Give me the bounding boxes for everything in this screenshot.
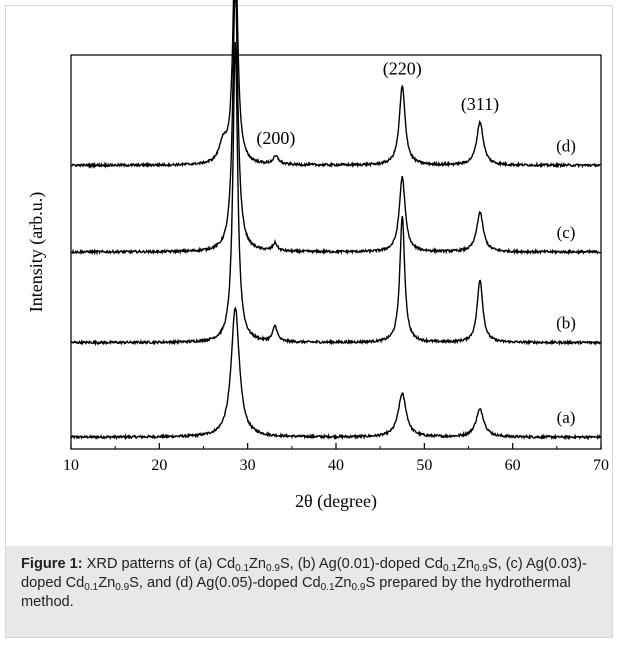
y-axis-label: Intensity (arb.u.) xyxy=(26,192,47,312)
series-label: (c) xyxy=(557,223,576,242)
caption-text: Zn xyxy=(456,556,474,572)
series-group xyxy=(70,0,602,441)
caption-text: S, and (d) Ag(0.05)-doped Cd xyxy=(129,575,321,591)
caption-subscript: 0.1 xyxy=(320,582,335,593)
series-line-2 xyxy=(70,0,601,256)
figure-caption: Figure 1: XRD patterns of (a) Cd0.1Zn0.9… xyxy=(6,546,612,637)
peak-label: (220) xyxy=(383,58,422,79)
peak-label: (200) xyxy=(256,128,295,149)
x-tick-label: 50 xyxy=(416,457,432,474)
series-label: (a) xyxy=(557,408,576,427)
caption-subscript: 0.9 xyxy=(351,582,366,593)
caption-subscript: 0.9 xyxy=(473,563,488,574)
peak-label: (311) xyxy=(461,94,499,115)
peak-labels: (111)(200)(220)(311) xyxy=(256,58,499,149)
x-tick-label: 30 xyxy=(240,457,256,474)
caption-text: Zn xyxy=(334,575,352,591)
x-axis-label-theta: θ xyxy=(304,491,313,511)
caption-text: S, (b) Ag(0.01)-doped Cd xyxy=(279,556,444,572)
x-axis-label-prefix: 2 xyxy=(295,491,304,511)
caption-text: XRD patterns of (a) Cd xyxy=(82,556,236,572)
x-axis-label-suffix: (degree) xyxy=(313,491,377,512)
series-label: (b) xyxy=(556,314,576,333)
caption-label: Figure 1: xyxy=(21,556,83,572)
series-line-0 xyxy=(70,306,602,441)
x-tick-label: 70 xyxy=(593,457,609,474)
caption-text: S, (c) Ag(0.03)-doped Cd xyxy=(21,556,587,591)
series-label: (d) xyxy=(556,136,576,155)
caption-text: S prepared by the hydrothermal method. xyxy=(21,575,571,610)
caption-subscript: 0.1 xyxy=(443,563,457,574)
caption-subscript: 0.1 xyxy=(84,582,99,593)
series-line-3 xyxy=(70,0,601,169)
series-labels: (a) (b) (c) (d) xyxy=(556,136,576,427)
x-axis-label: 2θ (degree) xyxy=(295,491,377,512)
caption-text: Zn xyxy=(98,575,116,591)
x-tick-label: 40 xyxy=(328,457,344,474)
caption-subscript: 0.9 xyxy=(266,563,280,574)
caption-subscript: 0.9 xyxy=(115,582,130,593)
caption-text: Zn xyxy=(249,556,267,572)
figure-frame xyxy=(5,5,613,638)
x-tick-label: 10 xyxy=(63,457,79,474)
caption-subscript: 0.1 xyxy=(235,563,250,574)
x-tick-label: 60 xyxy=(505,457,521,474)
x-tick-label: 20 xyxy=(151,457,167,474)
series-line-1 xyxy=(70,41,602,347)
x-axis-ticks: 10 20 30 40 50 60 70 xyxy=(63,443,609,474)
